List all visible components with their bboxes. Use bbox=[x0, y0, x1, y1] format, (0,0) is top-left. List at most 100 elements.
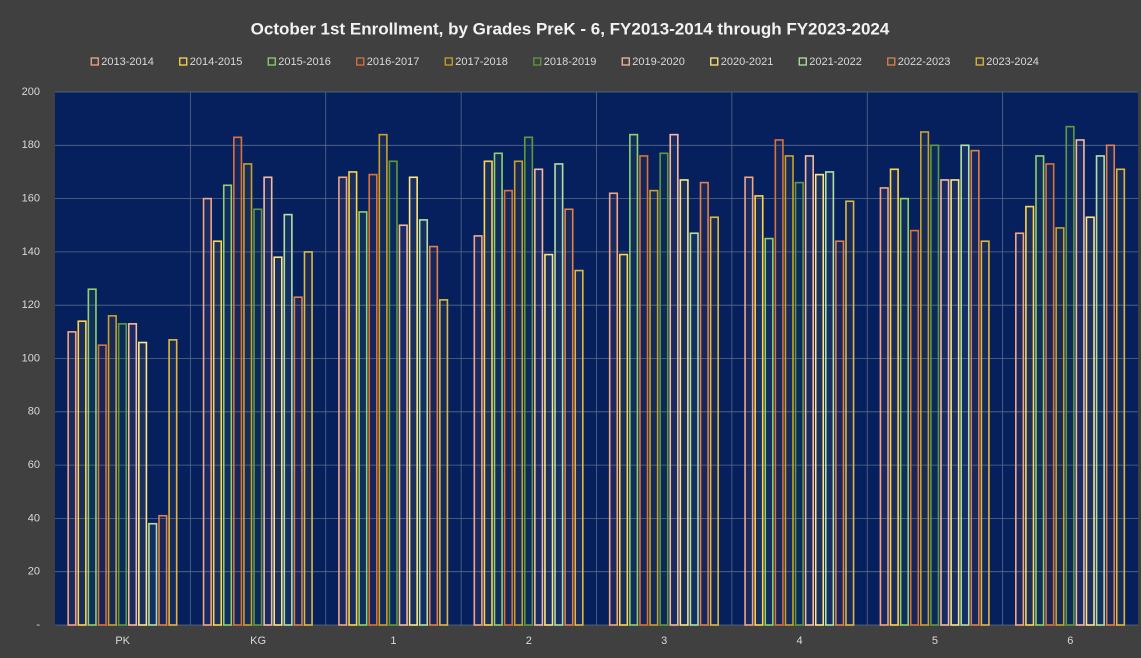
y-tick-label: 100 bbox=[22, 352, 40, 364]
bar bbox=[1015, 232, 1025, 626]
bar bbox=[608, 192, 619, 626]
legend-swatch bbox=[267, 57, 276, 66]
bar bbox=[659, 152, 669, 626]
bar bbox=[554, 163, 564, 626]
bar bbox=[930, 144, 940, 626]
bar bbox=[148, 522, 158, 626]
bar bbox=[439, 299, 449, 626]
bar bbox=[222, 184, 233, 626]
bar bbox=[1075, 139, 1085, 626]
bar bbox=[824, 171, 835, 626]
bar bbox=[940, 179, 950, 626]
legend-swatch bbox=[710, 57, 719, 66]
legend-label: 2020-2021 bbox=[721, 56, 774, 68]
bar bbox=[97, 344, 107, 626]
bar bbox=[754, 195, 764, 626]
bar bbox=[513, 160, 524, 626]
x-tick-label: 6 bbox=[1067, 635, 1073, 647]
y-tick-label: 140 bbox=[22, 246, 40, 258]
x-tick-label: 2 bbox=[526, 635, 532, 647]
x-tick-label: 4 bbox=[797, 635, 803, 647]
bar bbox=[67, 331, 77, 626]
bar bbox=[293, 296, 303, 626]
bar bbox=[77, 320, 87, 626]
bar bbox=[574, 269, 584, 626]
bar bbox=[212, 240, 223, 626]
legend-swatch bbox=[90, 57, 99, 66]
bar bbox=[107, 315, 117, 626]
bar bbox=[879, 187, 889, 626]
bar bbox=[483, 160, 493, 626]
bar bbox=[523, 136, 534, 626]
legend-label: 2021-2022 bbox=[809, 56, 862, 68]
legend-swatch bbox=[621, 57, 630, 66]
bar bbox=[889, 168, 899, 626]
bar bbox=[138, 341, 148, 626]
bar bbox=[1065, 125, 1075, 626]
bar bbox=[534, 168, 544, 626]
bar bbox=[1105, 144, 1116, 626]
x-tick-label: 5 bbox=[932, 635, 938, 647]
bar bbox=[618, 253, 629, 626]
bar bbox=[253, 208, 263, 626]
legend-label: 2015-2016 bbox=[278, 56, 331, 68]
legend-label: 2022-2023 bbox=[898, 56, 951, 68]
bar bbox=[87, 288, 97, 626]
bar bbox=[784, 155, 794, 626]
bar bbox=[699, 181, 709, 626]
bar bbox=[980, 240, 990, 626]
bar bbox=[899, 197, 910, 626]
bar bbox=[814, 173, 825, 626]
bar bbox=[639, 155, 649, 626]
bar bbox=[564, 208, 574, 626]
bar bbox=[398, 224, 408, 626]
legend-label: 2023-2024 bbox=[986, 56, 1039, 68]
bar bbox=[950, 179, 960, 626]
bar bbox=[1035, 155, 1045, 626]
y-tick-label: 180 bbox=[22, 139, 40, 151]
bar bbox=[418, 219, 429, 626]
bar bbox=[503, 189, 513, 626]
bar bbox=[744, 176, 754, 626]
bar bbox=[709, 216, 719, 626]
y-tick-label: 40 bbox=[28, 512, 40, 524]
bar bbox=[202, 197, 212, 626]
bar bbox=[273, 256, 283, 626]
legend-label: 2014-2015 bbox=[190, 56, 243, 68]
legend-swatch bbox=[533, 57, 542, 66]
y-tick-label: 60 bbox=[28, 459, 40, 471]
bar bbox=[649, 189, 659, 626]
bar bbox=[283, 213, 293, 626]
y-tick-label: 160 bbox=[22, 193, 40, 205]
bar bbox=[233, 136, 243, 626]
bar bbox=[408, 176, 418, 626]
legend-swatch bbox=[356, 57, 365, 66]
legend-swatch bbox=[975, 57, 984, 66]
bar bbox=[348, 171, 358, 626]
y-tick-label: 20 bbox=[28, 566, 40, 578]
bar bbox=[493, 152, 503, 626]
bar bbox=[920, 131, 930, 626]
bar bbox=[1025, 205, 1035, 626]
bar bbox=[158, 514, 168, 626]
bar bbox=[338, 176, 348, 626]
bar bbox=[1115, 168, 1126, 626]
bar bbox=[1085, 216, 1095, 626]
bar bbox=[679, 179, 689, 626]
bar bbox=[428, 245, 439, 626]
bar bbox=[835, 240, 845, 626]
legend-swatch bbox=[444, 57, 453, 66]
x-tick-label: 3 bbox=[661, 635, 667, 647]
bar bbox=[1095, 155, 1105, 626]
legend-swatch bbox=[179, 57, 188, 66]
bar bbox=[368, 173, 378, 626]
bar bbox=[243, 163, 253, 626]
y-tick-label: 80 bbox=[28, 406, 40, 418]
bar bbox=[303, 251, 313, 626]
bar bbox=[689, 232, 699, 626]
bar bbox=[117, 323, 128, 626]
y-tick-label: 120 bbox=[22, 299, 40, 311]
bar bbox=[473, 235, 483, 626]
bar bbox=[168, 339, 178, 626]
